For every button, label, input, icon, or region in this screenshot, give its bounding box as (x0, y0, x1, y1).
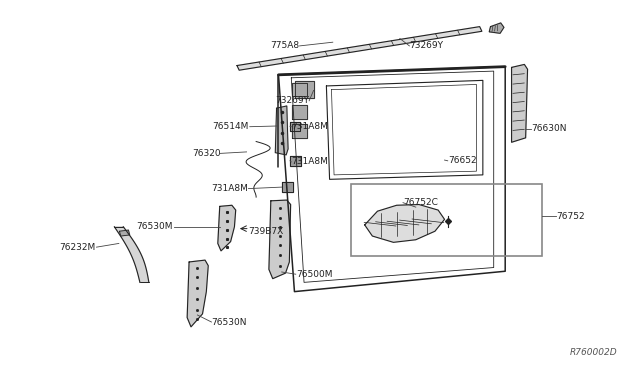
Polygon shape (282, 182, 293, 192)
Text: 731A8M: 731A8M (212, 184, 248, 193)
Polygon shape (292, 105, 307, 119)
Text: 76500M: 76500M (296, 270, 332, 279)
Polygon shape (511, 64, 527, 142)
Text: 76652: 76652 (448, 156, 476, 165)
Polygon shape (489, 23, 504, 33)
Text: 76320: 76320 (192, 149, 220, 158)
Text: 739B7X: 739B7X (248, 227, 284, 236)
Polygon shape (269, 200, 291, 279)
Text: 76232M: 76232M (59, 243, 95, 251)
Text: 775A8: 775A8 (271, 41, 300, 51)
Polygon shape (295, 81, 314, 98)
Polygon shape (290, 155, 301, 166)
Text: R760002D: R760002D (570, 348, 617, 357)
Polygon shape (365, 205, 445, 242)
Text: 76752C: 76752C (403, 198, 438, 207)
Text: 76630N: 76630N (531, 124, 566, 133)
Text: 76752: 76752 (556, 212, 585, 221)
Text: 73269Y: 73269Y (275, 96, 309, 105)
Text: 731A8M: 731A8M (291, 157, 328, 166)
Text: 76530N: 76530N (211, 318, 247, 327)
Polygon shape (187, 260, 208, 327)
Polygon shape (275, 106, 288, 155)
Polygon shape (237, 27, 482, 70)
Text: 76530M: 76530M (136, 222, 173, 231)
Polygon shape (292, 125, 307, 138)
Text: 731A8M: 731A8M (291, 122, 328, 131)
Polygon shape (292, 83, 307, 96)
Text: 73269Y: 73269Y (410, 41, 444, 51)
Polygon shape (218, 205, 236, 251)
Polygon shape (115, 227, 149, 282)
Text: 76514M: 76514M (212, 122, 248, 131)
Bar (351, 184, 542, 256)
Polygon shape (290, 122, 300, 131)
Polygon shape (120, 230, 130, 236)
